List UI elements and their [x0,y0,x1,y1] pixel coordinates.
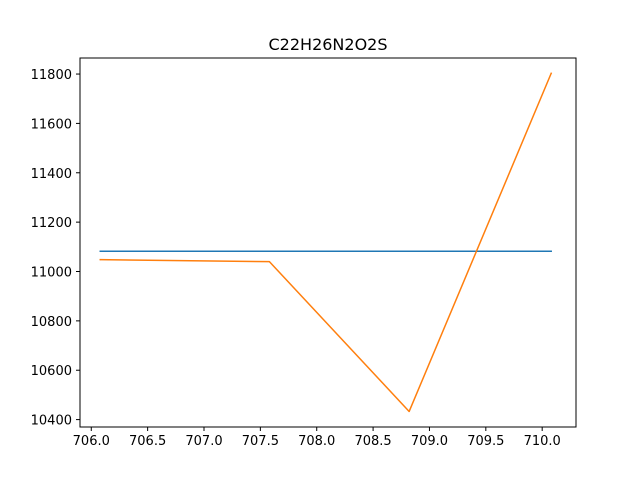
series-1-point-1 [99,250,101,252]
x-tick-label: 710.0 [524,434,561,449]
series-2-point-1 [99,259,101,261]
y-tick-label: 11200 [31,216,72,231]
x-tick-label: 708.5 [354,434,391,449]
series-layer [99,72,553,413]
x-tick-label: 708.0 [298,434,335,449]
x-tick-label: 707.0 [185,434,222,449]
series-2-point-3 [408,410,410,413]
y-tick-label: 11000 [31,266,72,281]
y-tick-label: 11800 [31,68,72,83]
series-2-point-4 [550,72,552,74]
x-tick-label: 706.5 [129,434,166,449]
chart-title: C22H26N2O2S [269,35,388,54]
plot-frame [79,57,577,428]
series-2-point-2 [268,261,270,263]
y-tick-label: 11400 [31,167,72,182]
x-tick-label: 709.5 [467,434,504,449]
y-axis-ticks: 10400 10600 10800 11000 11200 11400 11600 11800 [31,68,80,429]
series-line-2 [99,72,553,413]
y-tick-label: 10600 [31,364,72,379]
x-tick-label: 706.0 [73,434,110,449]
y-tick-label: 10400 [31,414,72,429]
y-tick-label: 11600 [31,117,72,132]
x-tick-label: 707.5 [242,434,279,449]
series-1-point-2 [550,250,552,252]
x-tick-label: 709.0 [411,434,448,449]
y-tick-label: 10800 [31,315,72,330]
x-axis-ticks: 706.0 706.5 707.0 707.5 708.0 708.5 709.0 709.5… [73,427,561,449]
